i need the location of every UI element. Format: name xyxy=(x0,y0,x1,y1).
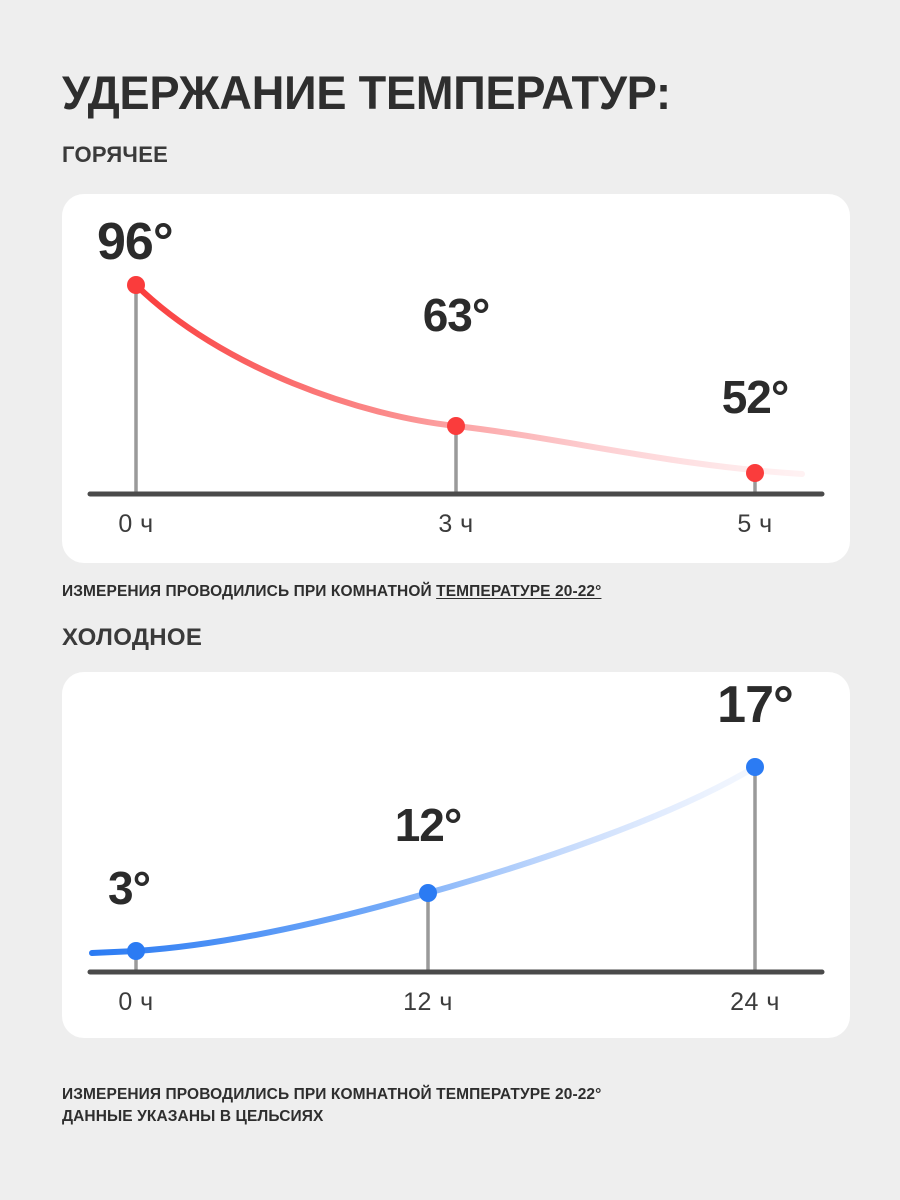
hot-chart-note-prefix: ИЗМЕРЕНИЯ ПРОВОДИЛИСЬ ПРИ КОМНАТНОЙ xyxy=(62,583,437,600)
cold-chart-plot xyxy=(87,758,825,975)
cold-data-point-2[interactable] xyxy=(746,758,764,776)
hot-value-label-2: 52° xyxy=(721,371,790,423)
cold-tick-label-0: 0 ч xyxy=(118,988,154,1016)
cold-chart-note-line1: ИЗМЕРЕНИЯ ПРОВОДИЛИСЬ ПРИ КОМНАТНОЙ ТЕМП… xyxy=(62,1086,602,1103)
hot-value-label-1: 63° xyxy=(422,289,491,341)
hot-tick-label-1: 3 ч xyxy=(438,510,474,538)
hot-chart-plot xyxy=(87,276,825,497)
hot-chart-note-underlined: ТЕМПЕРАТУРЕ 20-22° xyxy=(436,583,602,600)
hot-chart-card: 96° 63° 52° 0 ч 3 ч 5 ч xyxy=(62,194,850,563)
hot-tick-label-0: 0 ч xyxy=(118,510,154,538)
cold-value-label-2: 17° xyxy=(717,676,794,734)
cold-chart-card: 3° 12° 17° 0 ч 12 ч 24 ч xyxy=(62,672,850,1038)
cold-chart-note: ИЗМЕРЕНИЯ ПРОВОДИЛИСЬ ПРИ КОМНАТНОЙ ТЕМП… xyxy=(62,1084,601,1129)
hot-data-point-0[interactable] xyxy=(127,276,145,294)
hot-data-point-2[interactable] xyxy=(746,464,764,482)
hot-chart-note: ИЗМЕРЕНИЯ ПРОВОДИЛИСЬ ПРИ КОМНАТНОЙ ТЕМП… xyxy=(62,581,601,603)
cold-trend-line xyxy=(89,764,758,956)
cold-tick-label-2: 24 ч xyxy=(730,988,780,1016)
cold-value-label-1: 12° xyxy=(394,799,463,851)
cold-data-point-0[interactable] xyxy=(127,942,145,960)
cold-chart-note-line2: ДАННЫЕ УКАЗАНЫ В ЦЕЛЬСИЯХ xyxy=(62,1108,324,1126)
hot-tick-label-2: 5 ч xyxy=(737,510,773,538)
section-label-hot: ГОРЯЧЕЕ xyxy=(62,142,169,167)
cold-value-label-0: 3° xyxy=(108,862,151,914)
cold-tick-label-1: 12 ч xyxy=(403,988,453,1016)
section-label-cold: ХОЛОДНОЕ xyxy=(62,624,203,651)
cold-data-point-1[interactable] xyxy=(419,884,437,902)
hot-value-label-0: 96° xyxy=(97,213,174,271)
hot-data-point-1[interactable] xyxy=(447,417,465,435)
page-title: УДЕРЖАНИЕ ТЕМПЕРАТУР: xyxy=(62,66,671,119)
